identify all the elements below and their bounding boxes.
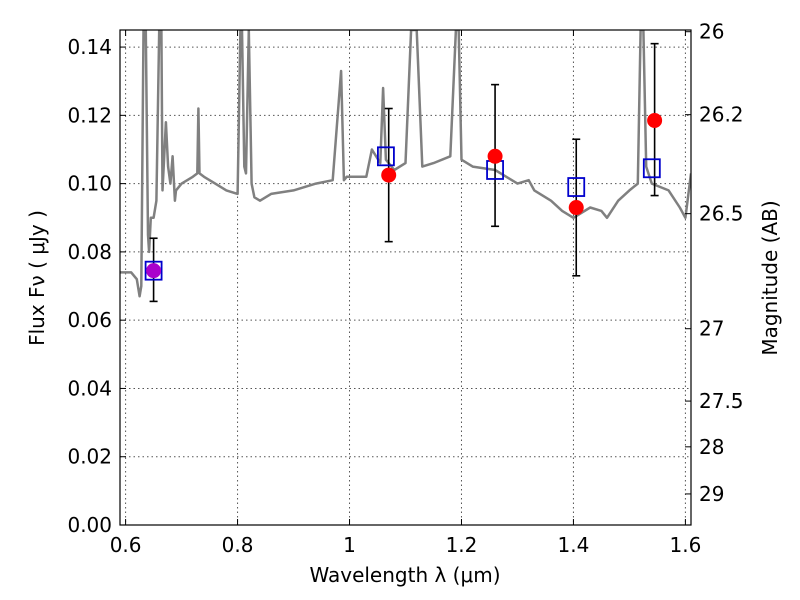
y-tick-label: 0.02 <box>67 445 112 469</box>
y-tick-label: 0.00 <box>67 513 112 537</box>
model-photometry-point <box>567 177 586 197</box>
right-tick-label: 29 <box>699 482 724 506</box>
y-tick-label: 0.12 <box>67 103 112 127</box>
y-tick-label: 0.10 <box>67 172 112 196</box>
right-tick-label: 26 <box>699 20 724 44</box>
y-tick-label: 0.08 <box>67 240 112 264</box>
x-tick-label: 0.8 <box>222 533 254 557</box>
observed-photometry-point <box>487 148 503 164</box>
right-tick-label: 26.2 <box>699 103 744 127</box>
x-tick-label: 1.4 <box>558 533 590 557</box>
observed-photometry-point <box>146 263 162 279</box>
right-tick-label: 28 <box>699 435 724 459</box>
model-photometry-series <box>144 146 661 281</box>
right-y-axis-label: Magnitude (AB) <box>758 200 782 355</box>
y-tick-label: 0.06 <box>67 308 112 332</box>
right-axis-ticks: 26 26.2 26.5 27 27.5 28 29 <box>685 20 744 506</box>
observed-photometry-point <box>568 200 584 216</box>
observed-photometry-point <box>381 167 397 183</box>
grid <box>120 30 691 526</box>
x-tick-label: 1.2 <box>446 533 478 557</box>
x-tick-label: 1 <box>343 533 356 557</box>
x-axis-ticks: 0.6 0.8 1 1.2 1.4 1.6 <box>110 30 701 557</box>
y-axis-label: Flux Fν ( μJy ) <box>25 210 49 346</box>
model-photometry-point <box>377 146 395 167</box>
observed-photometry-series <box>146 112 663 279</box>
spectrum-series <box>120 30 691 298</box>
observed-photometry-point <box>647 112 663 128</box>
x-tick-label: 0.6 <box>110 533 142 557</box>
y-tick-label: 0.04 <box>67 376 112 400</box>
model-photometry-point <box>144 260 163 281</box>
right-tick-label: 27 <box>699 317 724 341</box>
y-axis-ticks: 0.00 0.02 0.04 0.06 0.08 0.10 0.12 0.14 <box>67 35 126 537</box>
spectrum-line <box>120 30 691 298</box>
right-tick-label: 27.5 <box>699 389 744 413</box>
model-photometry-point <box>642 158 661 179</box>
x-axis-label: Wavelength λ (μm) <box>309 563 500 587</box>
y-tick-label: 0.14 <box>67 35 112 59</box>
plot-frame <box>119 29 692 526</box>
error-bars <box>149 42 659 303</box>
right-tick-label: 26.5 <box>699 202 744 226</box>
x-tick-label: 1.6 <box>669 533 701 557</box>
